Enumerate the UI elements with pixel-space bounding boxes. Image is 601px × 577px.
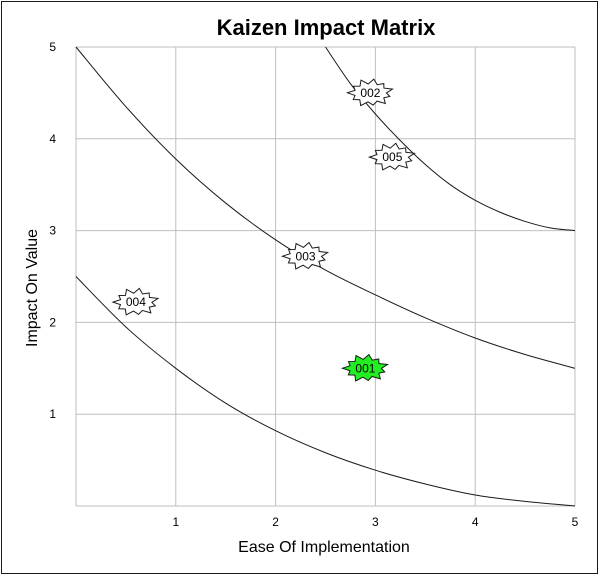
x-tick-label: 4 — [472, 515, 479, 529]
point-label: 001 — [355, 361, 375, 375]
y-tick-label: 4 — [49, 132, 56, 146]
y-tick-label: 1 — [49, 407, 56, 421]
point-label: 004 — [126, 295, 146, 309]
starburst-marker — [345, 78, 394, 107]
point-label: 003 — [296, 249, 316, 263]
grid — [76, 46, 576, 506]
threshold-curve-3 — [325, 46, 576, 232]
threshold-curve-2 — [75, 46, 576, 369]
point-001: 001 — [340, 353, 389, 382]
starburst-marker — [340, 353, 389, 382]
point-label: 005 — [382, 150, 402, 164]
points: 001 002 003 004 005 — [111, 78, 416, 382]
x-tick-label: 1 — [172, 515, 179, 529]
y-tick-label: 2 — [49, 315, 56, 329]
y-axis-label: Impact On Value — [24, 229, 41, 347]
tick-labels: 1 2 3 4 5 1 2 3 4 5 — [49, 40, 578, 529]
axes — [75, 47, 575, 507]
point-label: 002 — [360, 86, 380, 100]
point-005: 005 — [367, 142, 416, 171]
curves — [75, 46, 576, 507]
starburst-marker — [367, 142, 416, 171]
y-tick-label: 3 — [49, 224, 56, 238]
starburst-marker — [280, 241, 330, 270]
x-axis-label: Ease Of Implementation — [238, 539, 410, 556]
point-003: 003 — [280, 241, 330, 270]
x-tick-label: 2 — [272, 515, 279, 529]
x-tick-label: 3 — [372, 515, 379, 529]
starburst-marker — [111, 287, 160, 316]
y-tick-label: 5 — [49, 40, 56, 54]
threshold-curve-1 — [75, 276, 576, 507]
point-004: 004 — [111, 287, 160, 316]
x-tick-label: 5 — [572, 515, 579, 529]
chart-title: Kaizen Impact Matrix — [217, 15, 437, 40]
point-002: 002 — [345, 78, 394, 107]
